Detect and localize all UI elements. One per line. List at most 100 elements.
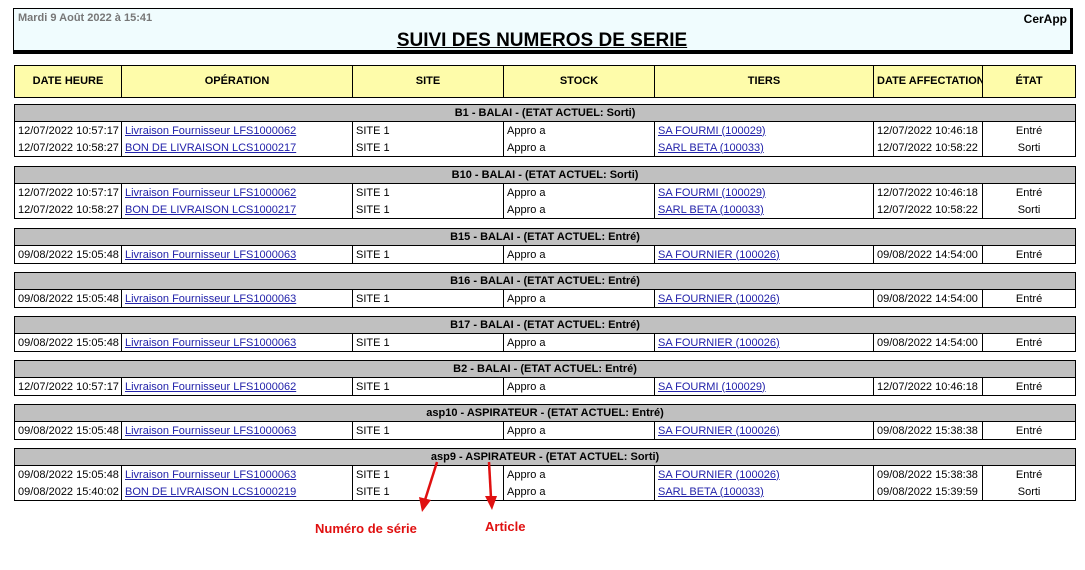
cell-operation: Livraison Fournisseur LFS1000063 — [121, 289, 353, 308]
cell-tiers: SA FOURNIER (100026) — [654, 289, 874, 308]
group-header: B1 - BALAI - (ETAT ACTUEL: Sorti) — [13, 104, 1077, 122]
cell-etat: Entré — [981, 465, 1077, 483]
group-header: asp10 - ASPIRATEUR - (ETAT ACTUEL: Entré… — [13, 404, 1077, 422]
table-row: 12/07/2022 10:57:17 Livraison Fournisseur… — [14, 377, 1077, 396]
cell-tiers: SARL BETA (100033) — [654, 139, 874, 157]
arrow-serial-icon — [419, 461, 439, 512]
cell-tiers: SA FOURNIER (100026) — [654, 465, 874, 483]
cell-tiers: SA FOURNIER (100026) — [654, 333, 874, 352]
operation-link[interactable]: BON DE LIVRAISON LCS1000217 — [125, 203, 297, 216]
group-header: asp9 - ASPIRATEUR - (ETAT ACTUEL: Sorti) — [13, 448, 1077, 466]
table-row: 09/08/2022 15:40:02 BON DE LIVRAISON LCS1… — [14, 483, 1077, 501]
cell-operation: BON DE LIVRAISON LCS1000219 — [121, 483, 353, 501]
cell-date-affectation: 09/08/2022 15:38:38 — [873, 465, 983, 483]
serial-group: B16 - BALAI - (ETAT ACTUEL: Entré) 09/08/… — [13, 272, 1077, 308]
column-header-etat[interactable]: ÉTAT — [982, 65, 1076, 98]
operation-link[interactable]: Livraison Fournisseur LFS1000062 — [125, 124, 297, 137]
tiers-link[interactable]: SARL BETA (100033) — [658, 141, 764, 154]
cell-date-heure: 09/08/2022 15:05:48 — [14, 465, 122, 483]
tiers-link[interactable]: SA FOURNIER (100026) — [658, 248, 780, 261]
column-header-stock[interactable]: STOCK — [503, 65, 655, 98]
cell-date-affectation: 12/07/2022 10:46:18 — [873, 121, 983, 139]
tiers-link[interactable]: SA FOURNIER (100026) — [658, 468, 780, 481]
brand-name: CerApp — [1023, 12, 1067, 26]
serial-group: B1 - BALAI - (ETAT ACTUEL: Sorti) 12/07/2… — [13, 104, 1077, 157]
article-annotation: Article — [485, 519, 526, 534]
tiers-link[interactable]: SARL BETA (100033) — [658, 203, 764, 216]
group-header: B2 - BALAI - (ETAT ACTUEL: Entré) — [13, 360, 1077, 378]
table-row: 12/07/2022 10:58:27 BON DE LIVRAISON LCS1… — [14, 139, 1077, 157]
cell-date-affectation: 12/07/2022 10:46:18 — [873, 377, 983, 396]
operation-link[interactable]: Livraison Fournisseur LFS1000063 — [125, 292, 297, 305]
cell-stock: Appro a — [503, 245, 655, 264]
operation-link[interactable]: Livraison Fournisseur LFS1000062 — [125, 186, 297, 199]
tiers-link[interactable]: SA FOURMI (100029) — [658, 380, 766, 393]
cell-stock: Appro a — [503, 201, 655, 219]
cell-etat: Entré — [981, 421, 1077, 440]
operation-link[interactable]: Livraison Fournisseur LFS1000063 — [125, 424, 297, 437]
tiers-link[interactable]: SA FOURNIER (100026) — [658, 292, 780, 305]
cell-date-heure: 09/08/2022 15:05:48 — [14, 289, 122, 308]
cell-operation: BON DE LIVRAISON LCS1000217 — [121, 139, 353, 157]
cell-stock: Appro a — [503, 483, 655, 501]
serial-group: asp9 - ASPIRATEUR - (ETAT ACTUEL: Sorti)… — [13, 448, 1077, 501]
cell-etat: Entré — [981, 245, 1077, 264]
table-row: 09/08/2022 15:05:48 Livraison Fournisseur… — [14, 245, 1077, 264]
cell-date-affectation: 12/07/2022 10:58:22 — [873, 201, 983, 219]
cell-date-heure: 12/07/2022 10:58:27 — [14, 139, 122, 157]
cell-date-affectation: 12/07/2022 10:58:22 — [873, 139, 983, 157]
cell-tiers: SA FOURNIER (100026) — [654, 245, 874, 264]
tiers-link[interactable]: SA FOURMI (100029) — [658, 124, 766, 137]
table-row: 09/08/2022 15:05:48 Livraison Fournisseur… — [14, 289, 1077, 308]
tiers-link[interactable]: SA FOURNIER (100026) — [658, 336, 780, 349]
cell-date-affectation: 09/08/2022 14:54:00 — [873, 289, 983, 308]
cell-etat: Entré — [981, 289, 1077, 308]
column-header-table: DATE HEURE OPÉRATION SITE STOCK TIERS DATE AF… — [14, 65, 1076, 98]
cell-operation: BON DE LIVRAISON LCS1000217 — [121, 201, 353, 219]
serial-number-annotation: Numéro de série — [315, 521, 417, 536]
serial-group: B10 - BALAI - (ETAT ACTUEL: Sorti) 12/07/… — [13, 166, 1077, 219]
operation-link[interactable]: Livraison Fournisseur LFS1000063 — [125, 336, 297, 349]
column-header-operation[interactable]: OPÉRATION — [121, 65, 353, 98]
cell-date-heure: 12/07/2022 10:58:27 — [14, 201, 122, 219]
group-header: B17 - BALAI - (ETAT ACTUEL: Entré) — [13, 316, 1077, 334]
page-title: SUIVI DES NUMEROS DE SERIE — [396, 30, 688, 51]
cell-stock: Appro a — [503, 377, 655, 396]
operation-link[interactable]: BON DE LIVRAISON LCS1000219 — [125, 485, 297, 498]
operation-link[interactable]: Livraison Fournisseur LFS1000063 — [125, 248, 297, 261]
cell-operation: Livraison Fournisseur LFS1000063 — [121, 245, 353, 264]
serial-group: B15 - BALAI - (ETAT ACTUEL: Entré) 09/08/… — [13, 228, 1077, 264]
operation-link[interactable]: BON DE LIVRAISON LCS1000217 — [125, 141, 297, 154]
table-row: 09/08/2022 15:05:48 Livraison Fournisseur… — [14, 421, 1077, 440]
cell-operation: Livraison Fournisseur LFS1000063 — [121, 333, 353, 352]
tiers-link[interactable]: SARL BETA (100033) — [658, 485, 764, 498]
report-header: Mardi 9 Août 2022 à 15:41 CerApp SUIVI D… — [13, 8, 1073, 54]
cell-stock: Appro a — [503, 421, 655, 440]
operation-link[interactable]: Livraison Fournisseur LFS1000063 — [125, 468, 297, 481]
cell-site: SITE 1 — [352, 139, 504, 157]
serial-group: asp10 - ASPIRATEUR - (ETAT ACTUEL: Entré… — [13, 404, 1077, 440]
table-row: 12/07/2022 10:57:17 Livraison Fournisseur… — [14, 121, 1077, 139]
table-row: 09/08/2022 15:05:48 Livraison Fournisseur… — [14, 465, 1077, 483]
column-header-site[interactable]: SITE — [352, 65, 504, 98]
tiers-link[interactable]: SA FOURMI (100029) — [658, 186, 766, 199]
group-header: B15 - BALAI - (ETAT ACTUEL: Entré) — [13, 228, 1077, 246]
operation-link[interactable]: Livraison Fournisseur LFS1000062 — [125, 380, 297, 393]
table-row: 12/07/2022 10:57:17 Livraison Fournisseur… — [14, 183, 1077, 201]
column-header-tiers[interactable]: TIERS — [654, 65, 874, 98]
cell-date-heure: 09/08/2022 15:40:02 — [14, 483, 122, 501]
serial-group: B2 - BALAI - (ETAT ACTUEL: Entré) 12/07/2… — [13, 360, 1077, 396]
cell-stock: Appro a — [503, 121, 655, 139]
column-header-date-heure[interactable]: DATE HEURE — [14, 65, 122, 98]
cell-operation: Livraison Fournisseur LFS1000062 — [121, 377, 353, 396]
cell-stock: Appro a — [503, 333, 655, 352]
cell-site: SITE 1 — [352, 421, 504, 440]
table-row: 12/07/2022 10:58:27 BON DE LIVRAISON LCS1… — [14, 201, 1077, 219]
tiers-link[interactable]: SA FOURNIER (100026) — [658, 424, 780, 437]
cell-site: SITE 1 — [352, 465, 504, 483]
cell-etat: Entré — [981, 333, 1077, 352]
column-header-date-affectation[interactable]: DATE AFFECTATION — [873, 65, 983, 98]
cell-operation: Livraison Fournisseur LFS1000063 — [121, 465, 353, 483]
serial-group: B17 - BALAI - (ETAT ACTUEL: Entré) 09/08/… — [13, 316, 1077, 352]
